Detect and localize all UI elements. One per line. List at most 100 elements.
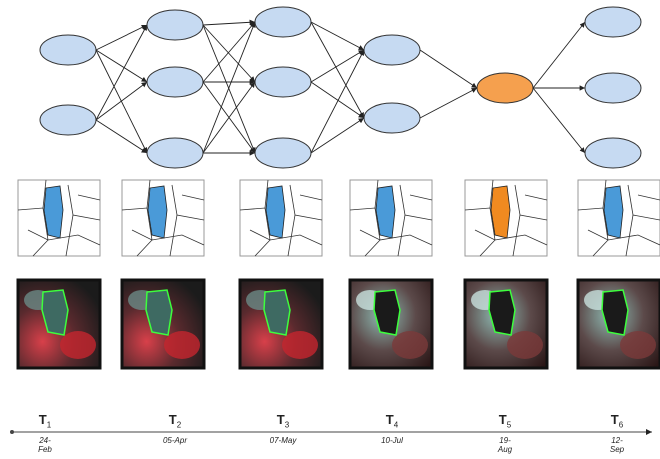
satellite-image xyxy=(120,278,206,370)
parcel-border xyxy=(42,179,47,209)
date-label: 19-Aug xyxy=(497,436,513,454)
parcel-border xyxy=(239,207,271,257)
time-index: 6 xyxy=(618,420,624,430)
field-outline xyxy=(488,289,516,336)
time-index: 3 xyxy=(284,420,290,430)
parcel-border xyxy=(349,207,381,257)
time-letter: T xyxy=(610,412,619,427)
parcel-border xyxy=(464,207,496,257)
time-step: T6 xyxy=(597,412,637,430)
field-patch xyxy=(392,331,428,359)
field-outline xyxy=(601,289,629,336)
field-outline xyxy=(263,289,291,336)
edge xyxy=(95,81,148,121)
time-letter: T xyxy=(276,412,285,427)
time-step: T3 xyxy=(263,412,303,430)
edge xyxy=(202,21,256,83)
time-index: 4 xyxy=(393,420,399,430)
edge xyxy=(202,24,256,154)
edge xyxy=(310,49,365,154)
parcel-map xyxy=(349,179,433,257)
node xyxy=(254,137,312,169)
edge xyxy=(532,87,586,154)
parcel-border xyxy=(397,214,406,257)
field-patch xyxy=(620,331,656,359)
satellite-image xyxy=(348,278,434,370)
parcel-border xyxy=(287,214,296,257)
time-step: T2 xyxy=(155,412,195,430)
node xyxy=(584,6,642,38)
node xyxy=(363,102,421,134)
node xyxy=(584,137,642,169)
parcel-map xyxy=(239,179,323,257)
parcel-border xyxy=(587,229,660,246)
time-step: T5 xyxy=(485,412,525,430)
edge xyxy=(202,21,256,154)
satellite-images xyxy=(16,278,660,370)
field-patch xyxy=(507,331,543,359)
parcel-map xyxy=(464,179,548,257)
date-label: 24-Feb xyxy=(38,436,52,454)
node xyxy=(584,72,642,104)
node xyxy=(146,137,204,169)
parcel-border xyxy=(17,207,49,257)
time-letter: T xyxy=(168,412,177,427)
parcel-border xyxy=(577,207,609,257)
node xyxy=(254,6,312,38)
parcel-map xyxy=(121,179,205,257)
edge xyxy=(310,49,365,83)
satellite-image xyxy=(16,278,102,370)
date-label: 12-Sep xyxy=(609,436,625,454)
node xyxy=(146,9,204,41)
parcel-maps xyxy=(17,179,660,257)
edge xyxy=(95,49,148,83)
time-index: 5 xyxy=(506,420,512,430)
edge xyxy=(419,49,478,89)
edges xyxy=(95,19,586,156)
parcel-border xyxy=(489,179,494,209)
target-parcel xyxy=(43,185,64,239)
parcel-border xyxy=(146,179,151,209)
edge xyxy=(202,81,256,154)
date-label: 10-Jul xyxy=(381,436,403,445)
field-patch xyxy=(164,331,200,359)
parcel-border xyxy=(264,179,269,209)
field-patch xyxy=(282,331,318,359)
parcel-border xyxy=(512,214,521,257)
node xyxy=(363,34,421,66)
field-outline xyxy=(145,289,173,336)
parcel-border xyxy=(637,194,660,201)
parcel-border xyxy=(524,194,548,201)
edge xyxy=(310,21,365,119)
parcel-border xyxy=(131,229,205,246)
target-parcel xyxy=(147,185,168,239)
field-outline xyxy=(41,289,69,336)
edge xyxy=(202,19,256,26)
time-letter: T xyxy=(498,412,507,427)
timeline-start xyxy=(10,430,14,434)
edge xyxy=(532,21,586,89)
parcel-map xyxy=(577,179,660,257)
time-index: 1 xyxy=(46,420,52,430)
nodes xyxy=(39,6,642,169)
field-patch xyxy=(60,331,96,359)
parcel-border xyxy=(249,229,323,246)
time-step: T4 xyxy=(372,412,412,430)
target-parcel xyxy=(603,185,624,239)
node xyxy=(146,66,204,98)
node xyxy=(39,104,97,136)
parcel-border xyxy=(65,214,74,257)
edge xyxy=(95,24,148,51)
target-parcel xyxy=(375,185,396,239)
time-index: 2 xyxy=(176,420,182,430)
parcel-border xyxy=(181,194,205,201)
node xyxy=(254,66,312,98)
edge xyxy=(202,24,256,83)
parcel-border xyxy=(169,214,178,257)
parcel-border xyxy=(77,194,101,201)
time-letter: T xyxy=(385,412,394,427)
parcel-border xyxy=(27,229,101,246)
edge xyxy=(310,81,365,119)
time-letter: T xyxy=(38,412,47,427)
